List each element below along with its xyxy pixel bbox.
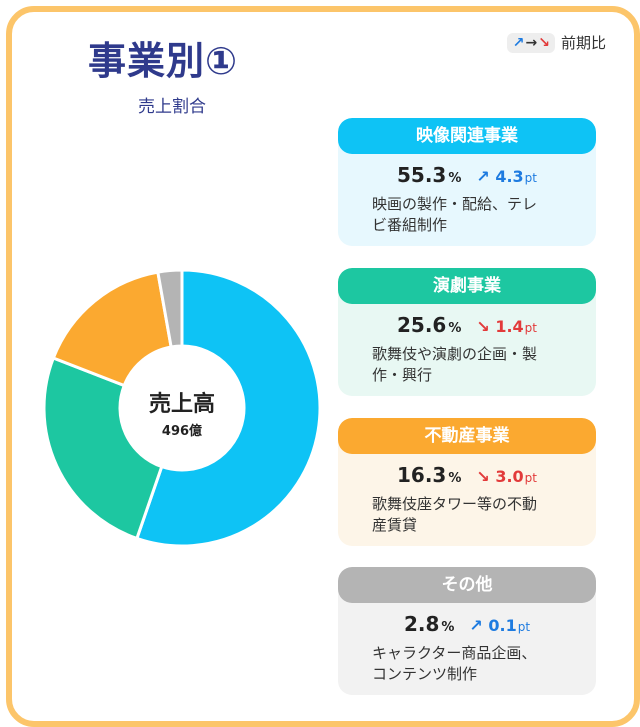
- segment-share: 25.6: [396, 313, 447, 337]
- up-arrow-icon: ↗: [476, 167, 490, 186]
- page-title: 事業別①: [88, 39, 239, 83]
- segment-change: ↗ 4.3pt: [476, 167, 537, 186]
- segment-name: その他: [338, 567, 596, 603]
- segment-description: キャラクター商品企画、 コンテンツ制作: [372, 644, 537, 683]
- segment-card-realestate: 不動産事業 16.3% ↘ 3.0pt 歌舞伎座タワー等の不動 産賃貸: [338, 418, 596, 546]
- segment-card-film: 映像関連事業 55.3% ↗ 4.3pt 映画の製作・配給、テレ ビ番組制作: [338, 118, 596, 246]
- center-label: 売上高: [148, 392, 215, 417]
- donut-hole: [120, 346, 244, 470]
- percent-unit: %: [441, 620, 455, 635]
- segment-change: ↗ 0.1pt: [469, 616, 531, 635]
- segment-change: ↘ 3.0pt: [476, 467, 537, 486]
- segment-change: ↘ 1.4pt: [476, 317, 537, 336]
- segment-stat: 2.8% ↗ 0.1pt: [352, 609, 582, 643]
- up-arrow-icon: ↗: [512, 34, 525, 51]
- segment-share: 2.8: [403, 612, 440, 636]
- segment-stat: 16.3% ↘ 3.0pt: [352, 460, 582, 494]
- page-subtitle: 売上割合: [138, 97, 206, 117]
- change-legend: ↗ → ↘ 前期比: [506, 32, 606, 53]
- segment-card-theater: 演劇事業 25.6% ↘ 1.4pt 歌舞伎や演劇の企画・製 作・興行: [338, 268, 596, 396]
- donut-chart: [42, 268, 322, 548]
- segment-stat: 55.3% ↗ 4.3pt: [352, 160, 582, 194]
- segment-stat: 25.6% ↘ 1.4pt: [352, 310, 582, 344]
- percent-unit: %: [448, 171, 462, 186]
- legend-label: 前期比: [560, 34, 606, 52]
- segment-card-other: その他 2.8% ↗ 0.1pt キャラクター商品企画、 コンテンツ制作: [338, 567, 596, 695]
- down-arrow-icon: ↘: [538, 34, 550, 51]
- trend-arrows-icon: ↗ → ↘: [506, 32, 555, 53]
- segment-description: 映画の製作・配給、テレ ビ番組制作: [372, 195, 538, 234]
- segment-description: 歌舞伎や演劇の企画・製 作・興行: [372, 345, 538, 384]
- segment-share: 16.3: [396, 463, 447, 487]
- center-value: 496億: [161, 424, 203, 439]
- segment-share: 55.3: [396, 163, 447, 187]
- percent-unit: %: [448, 321, 462, 336]
- segment-name: 映像関連事業: [338, 118, 596, 154]
- up-arrow-icon: ↗: [469, 616, 483, 635]
- down-arrow-icon: ↘: [476, 317, 490, 336]
- down-arrow-icon: ↘: [476, 467, 490, 486]
- segment-description: 歌舞伎座タワー等の不動 産賃貸: [372, 495, 538, 534]
- right-arrow-icon: →: [525, 34, 538, 51]
- percent-unit: %: [448, 471, 462, 486]
- segment-name: 演劇事業: [338, 268, 596, 304]
- segment-name: 不動産事業: [338, 418, 596, 454]
